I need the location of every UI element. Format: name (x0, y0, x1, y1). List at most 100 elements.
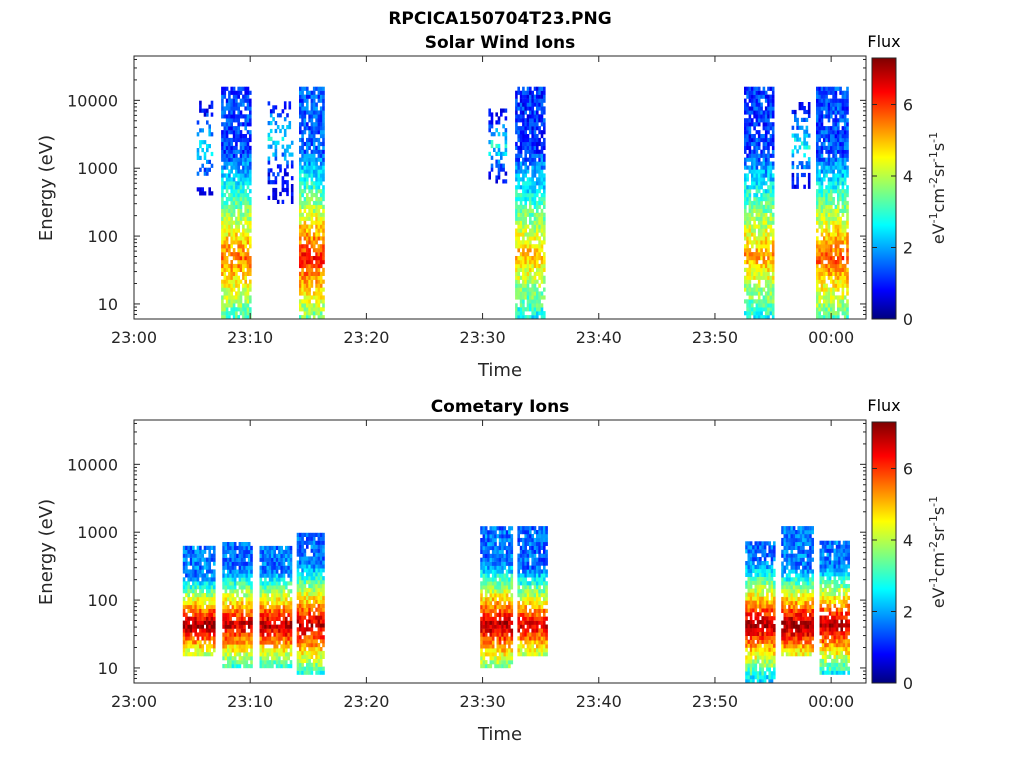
heatmap-cell (751, 264, 754, 268)
heatmap-cell (276, 601, 279, 605)
heatmap-cell (262, 558, 265, 562)
heatmap-cell (299, 619, 302, 623)
heatmap-cell (229, 566, 232, 570)
heatmap-cell (239, 629, 242, 633)
heatmap-cell (244, 236, 247, 240)
heatmap-cell (517, 91, 520, 95)
heatmap-cell (221, 209, 224, 213)
heatmap-cell (846, 248, 849, 252)
heatmap-cell (541, 311, 544, 315)
heatmap-cell (792, 126, 795, 130)
heatmap-cell (301, 545, 304, 549)
heatmap-cell (306, 248, 309, 252)
heatmap-cell (311, 126, 314, 130)
heatmap-cell (233, 264, 236, 268)
heatmap-cell (522, 291, 525, 295)
heatmap-cell (818, 146, 821, 150)
heatmap-cell (816, 299, 819, 303)
heatmap-cell (240, 299, 243, 303)
heatmap-cell (213, 597, 216, 601)
heatmap-cell (248, 585, 251, 589)
heatmap-cell (249, 106, 252, 110)
heatmap-cell (758, 244, 761, 248)
heatmap-cell (322, 142, 325, 146)
heatmap-cell (211, 589, 214, 593)
heatmap-cell (808, 145, 811, 149)
heatmap-cell (297, 616, 300, 620)
heatmap-cell (531, 110, 534, 114)
heatmap-cell (821, 295, 824, 299)
heatmap-cell (538, 240, 541, 244)
heatmap-cell (844, 99, 847, 103)
heatmap-cell (226, 232, 229, 236)
heatmap-cell (243, 640, 246, 644)
heatmap-cell (289, 125, 292, 129)
heatmap-cell (244, 217, 247, 221)
heatmap-cell (744, 122, 747, 126)
heatmap-cell (239, 601, 242, 605)
heatmap-cell (821, 276, 824, 280)
heatmap-cell (756, 154, 759, 158)
heatmap-cell (264, 640, 267, 644)
heatmap-cell (498, 164, 501, 168)
heatmap-cell (832, 162, 835, 166)
heatmap-cell (290, 652, 293, 656)
heatmap-cell (226, 201, 229, 205)
heatmap-cell (232, 589, 235, 593)
heatmap-cell (821, 106, 824, 110)
heatmap-cell (308, 232, 311, 236)
heatmap-cell (760, 169, 763, 173)
heatmap-cell (821, 95, 824, 99)
heatmap-cell (236, 554, 239, 558)
heatmap-cell (269, 613, 272, 617)
heatmap-cell (244, 205, 247, 209)
heatmap-cell (233, 193, 236, 197)
heatmap-cell (224, 291, 227, 295)
heatmap-cell (234, 554, 237, 558)
heatmap-cell (770, 197, 773, 201)
heatmap-cell (534, 110, 537, 114)
heatmap-cell (524, 173, 527, 177)
heatmap-cell (208, 625, 211, 629)
heatmap-cell (520, 91, 523, 95)
heatmap-cell (744, 244, 747, 248)
heatmap-cell (538, 99, 541, 103)
heatmap-cell (240, 173, 243, 177)
heatmap-cell (224, 122, 227, 126)
heatmap-cell (318, 177, 321, 181)
heatmap-cell (760, 205, 763, 209)
heatmap-cell (527, 189, 530, 193)
heatmap-cell (830, 146, 833, 150)
heatmap-cell (225, 644, 228, 648)
heatmap-cell (823, 95, 826, 99)
heatmap-cell (520, 299, 523, 303)
heatmap-cell (308, 166, 311, 170)
heatmap-cell (821, 134, 824, 138)
heatmap-cell (744, 173, 747, 177)
heatmap-cell (529, 268, 532, 272)
heatmap-cell (221, 91, 224, 95)
heatmap-cell (226, 162, 229, 166)
heatmap-cell (306, 311, 309, 315)
heatmap-cell (228, 126, 231, 130)
heatmap-cell (228, 248, 231, 252)
heatmap-cell (760, 173, 763, 177)
heatmap-cell (749, 138, 752, 142)
heatmap-cell (224, 158, 227, 162)
heatmap-cell (495, 175, 498, 179)
heatmap-cell (801, 161, 804, 165)
heatmap-cell (517, 130, 520, 134)
heatmap-cell (765, 252, 768, 256)
heatmap-cell (233, 91, 236, 95)
heatmap-cell (538, 185, 541, 189)
heatmap-cell (520, 138, 523, 142)
heatmap-cell (536, 291, 539, 295)
heatmap-cell (538, 158, 541, 162)
heatmap-cell (233, 126, 236, 130)
heatmap-cell (301, 288, 304, 292)
heatmap-cell (221, 240, 224, 244)
heatmap-cell (520, 256, 523, 260)
heatmap-cell (204, 632, 207, 636)
heatmap-cell (828, 229, 831, 233)
heatmap-cell (794, 145, 797, 149)
